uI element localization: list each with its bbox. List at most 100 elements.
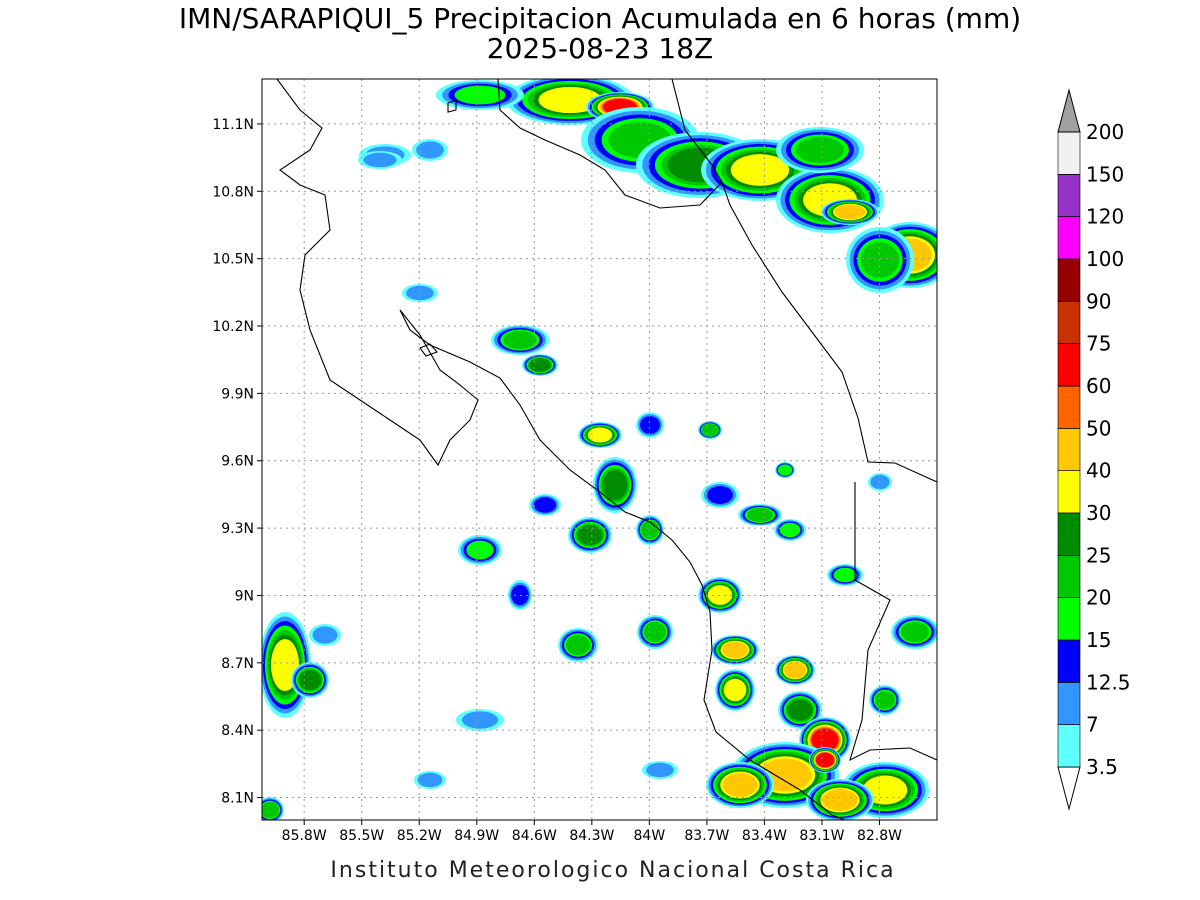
colorbar: 3.5 7 12.5 15 20 25 30 40 50 60 75 90 100 120 150 200	[1057, 88, 1131, 811]
colorbar-segment	[1057, 258, 1081, 302]
colorbar-segment	[1057, 174, 1081, 218]
y-tick-label: 9.6N	[221, 454, 254, 470]
colorbar-label: 15	[1086, 628, 1111, 652]
precip-contour	[875, 691, 895, 709]
colorbar-over	[1057, 88, 1081, 133]
precip-contour	[730, 154, 790, 186]
y-tick-label: 8.7N	[221, 656, 254, 672]
precip-contour	[796, 137, 844, 163]
precip-contour	[787, 699, 813, 721]
precip-contour	[566, 635, 590, 655]
precip-contour	[587, 427, 613, 443]
precip-contour	[747, 508, 773, 522]
precip-contour	[298, 669, 322, 691]
y-tick-label: 10.2N	[212, 319, 254, 335]
colorbar-label: 100	[1086, 247, 1124, 271]
coastlines	[276, 79, 937, 820]
colorbar-label: 90	[1086, 289, 1111, 313]
colorbar-label: 3.5	[1086, 755, 1118, 779]
precip-contour	[406, 285, 434, 301]
x-tick-label: 85.8W	[282, 828, 327, 844]
precip-contour	[538, 86, 602, 114]
colorbar-segment	[1057, 555, 1081, 598]
colorbar-label: 50	[1086, 416, 1111, 440]
x-tick-label: 84W	[634, 828, 666, 844]
colorbar-label: 20	[1086, 586, 1111, 610]
precip-contour	[529, 358, 551, 372]
footer: Instituto Meteorologico Nacional Costa R…	[330, 858, 895, 883]
precip-contour	[417, 772, 443, 788]
colorbar-label: 30	[1086, 501, 1111, 525]
precip-contour	[312, 626, 338, 644]
border-nicaragua	[671, 79, 723, 183]
colorbar-label: 25	[1086, 543, 1111, 567]
precip-contour	[862, 775, 908, 805]
precip-contour	[466, 540, 494, 560]
colorbar-label: 150	[1086, 162, 1124, 186]
colorbar-segment	[1057, 639, 1081, 683]
colorbar-segment	[1057, 597, 1081, 641]
y-tick-label: 10.5N	[212, 252, 254, 268]
precip-contour	[861, 242, 899, 278]
y-tick-label: 11.1N	[212, 117, 254, 133]
precip-contour	[777, 464, 793, 476]
precip-contour	[834, 204, 866, 220]
precip-contour	[822, 788, 858, 812]
colorbar-label: 60	[1086, 374, 1111, 398]
x-tick-label: 84.3W	[569, 828, 614, 844]
y-tick-label: 10.8N	[212, 184, 254, 200]
pacific-coast	[276, 79, 847, 820]
colorbar-segment	[1057, 216, 1081, 260]
y-tick-label: 9.3N	[221, 521, 254, 537]
precip-contour	[815, 752, 835, 768]
precip-contour	[901, 622, 929, 642]
colorbar-label: 7	[1086, 713, 1099, 737]
y-tick-label: 9.9N	[221, 386, 254, 402]
colorbar-segment	[1057, 512, 1081, 556]
precip-contour	[644, 622, 666, 642]
precip-contour	[833, 567, 857, 583]
precip-contour	[461, 711, 499, 729]
colorbar-label: 40	[1086, 459, 1111, 483]
precip-contour	[533, 497, 557, 513]
precip-contour	[722, 641, 748, 659]
colorbar-segment	[1057, 470, 1081, 514]
colorbar-segment	[1057, 428, 1081, 471]
x-tick-label: 84.6W	[512, 828, 557, 844]
colorbar-segment	[1057, 724, 1081, 768]
precip-contour	[363, 152, 397, 168]
precip-contour	[503, 331, 537, 349]
x-tick-label: 83.7W	[684, 828, 729, 844]
y-tick-label: 8.4N	[221, 723, 254, 739]
axis-ticks: 85.8W 85.5W 85.2W 84.9W 84.6W 84.3W 84W 83.7W 83…	[212, 117, 902, 844]
precip-contour	[454, 85, 506, 105]
x-tick-label: 85.2W	[397, 828, 442, 844]
precip-contour	[779, 522, 801, 538]
precip-contour	[723, 678, 747, 702]
precip-contour	[702, 424, 718, 436]
island	[419, 343, 438, 357]
plot-frame	[261, 78, 938, 821]
precip-contour	[416, 141, 444, 159]
precip-contour	[707, 486, 733, 504]
colorbar-label: 200	[1086, 120, 1124, 144]
y-tick-label: 8.1N	[221, 791, 254, 807]
precip-contour	[811, 728, 839, 752]
precip-contour	[722, 773, 758, 797]
colorbar-segment	[1057, 343, 1081, 387]
colorbar-segment	[1057, 682, 1081, 725]
precip-contour	[577, 524, 603, 546]
colorbar-segment	[1057, 385, 1081, 429]
precip-contour	[602, 470, 628, 500]
colorbar-label: 75	[1086, 332, 1111, 356]
colorbar-under	[1057, 766, 1081, 811]
colorbar-segment	[1057, 131, 1081, 175]
precip-contour	[870, 474, 890, 490]
y-tick-label: 9N	[235, 588, 254, 604]
x-tick-label: 84.9W	[454, 828, 499, 844]
colorbar-label: 120	[1086, 205, 1124, 229]
precip-contour	[262, 802, 279, 818]
precip-contour	[646, 762, 674, 778]
colorbar-segment	[1057, 301, 1081, 344]
